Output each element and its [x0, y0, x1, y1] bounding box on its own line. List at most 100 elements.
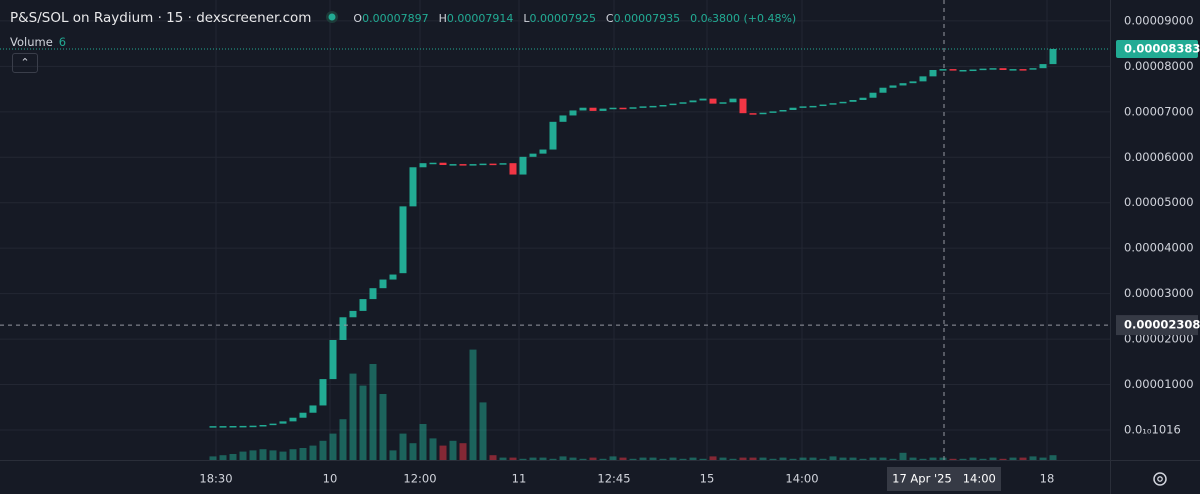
volume-bar [319, 440, 327, 460]
candle-body [379, 279, 387, 289]
volume-bar [1049, 455, 1057, 460]
volume-bar [779, 457, 787, 460]
volume-bar [999, 458, 1007, 460]
status-dot [326, 11, 339, 23]
x-tick-label: 14:00 [785, 472, 818, 486]
volume-bar [219, 455, 227, 460]
candle-body [469, 164, 477, 166]
y-tick-label: 0.00007000 [1124, 104, 1194, 118]
x-tick-label: 18 [1040, 472, 1055, 486]
volume-bar [479, 402, 487, 460]
candle-body [359, 299, 367, 311]
volume-bar [399, 433, 407, 460]
candle-body [499, 163, 507, 165]
y-tick-label: 0.0₁₀1016 [1124, 422, 1181, 436]
candle-body [1009, 69, 1017, 71]
candle-body [899, 83, 907, 86]
candle-body [859, 97, 867, 100]
volume-bar [959, 458, 967, 460]
volume-bar [979, 458, 987, 460]
volume-bar [369, 364, 377, 460]
volume-bar [579, 458, 587, 460]
candle-body [509, 163, 517, 175]
volume-key: Volume [10, 35, 53, 49]
candle-body [849, 100, 857, 102]
ohlc-value: 0.00007897 [362, 12, 429, 25]
volume-bar [839, 457, 847, 460]
candle-body [409, 167, 417, 207]
volume-bar [569, 457, 577, 460]
candle-body [879, 87, 887, 93]
candle-body [249, 425, 257, 428]
candle-body [329, 340, 337, 380]
candle-body [829, 103, 837, 105]
settings-button[interactable] [1153, 472, 1167, 486]
volume-bar [859, 458, 867, 460]
candle-body [209, 426, 217, 428]
y-tick-label: 0.00005000 [1124, 195, 1194, 209]
candle-body [719, 102, 727, 104]
candle-body [819, 104, 827, 107]
candle-body [429, 162, 437, 165]
volume-bar [339, 419, 347, 460]
candle-body [319, 379, 327, 406]
x-tick-label: 11 [512, 472, 527, 486]
collapse-button[interactable]: ⌃ [12, 53, 38, 73]
ohlc-value: 0.00007935 [613, 12, 681, 25]
last-price-label: 0.00008383 [1124, 41, 1200, 55]
candle-body [539, 149, 547, 154]
candle-body [929, 70, 937, 77]
settings-icon [1153, 472, 1167, 486]
candle-body [309, 405, 317, 413]
crosshair-x-box [887, 467, 1001, 491]
x-tick-label: 12:00 [403, 472, 436, 486]
volume-bar [649, 457, 657, 460]
volume-bar [1029, 456, 1037, 460]
candle-body [599, 108, 607, 111]
volume-bar [929, 457, 937, 460]
volume-bar [489, 455, 497, 460]
volume-bar [329, 433, 337, 460]
volume-bar [809, 457, 817, 460]
candle-body [479, 163, 487, 166]
volume-bar [699, 458, 707, 460]
volume-bar [419, 424, 427, 460]
candle-body [709, 98, 717, 104]
candle-body [399, 206, 407, 274]
volume-bar [289, 449, 297, 460]
candle-body [369, 288, 377, 300]
volume-bar [599, 458, 607, 460]
volume-bar [539, 457, 547, 460]
candle-body [889, 85, 897, 88]
candle-body [339, 317, 347, 340]
volume-bar [259, 449, 267, 460]
volume-bar [799, 457, 807, 460]
volume-bar [429, 438, 437, 460]
volume-bar [639, 457, 647, 460]
candle-body [459, 164, 467, 166]
candle-body [989, 68, 997, 70]
candle-body [229, 426, 237, 428]
volume-bar [729, 458, 737, 460]
volume-bar [499, 457, 507, 460]
volume-bar [659, 458, 667, 460]
volume-bar [669, 457, 677, 460]
candle-body [619, 107, 627, 110]
volume-bar [629, 458, 637, 460]
candle-body [919, 76, 927, 82]
candle-body [1019, 69, 1027, 71]
volume-bar [509, 457, 517, 460]
volume-bar [869, 457, 877, 460]
volume-bar [1019, 457, 1027, 460]
volume-bar [909, 457, 917, 460]
candle-body [559, 115, 567, 122]
volume-bar [889, 458, 897, 460]
volume-bar [409, 443, 417, 460]
change: 0.0₆3800 (+0.48%) [690, 12, 797, 25]
ohlc-value: 0.00007925 [529, 12, 596, 25]
y-tick-label: 0.00008000 [1124, 59, 1194, 73]
candle-body [299, 412, 307, 418]
candle-body [609, 107, 617, 110]
